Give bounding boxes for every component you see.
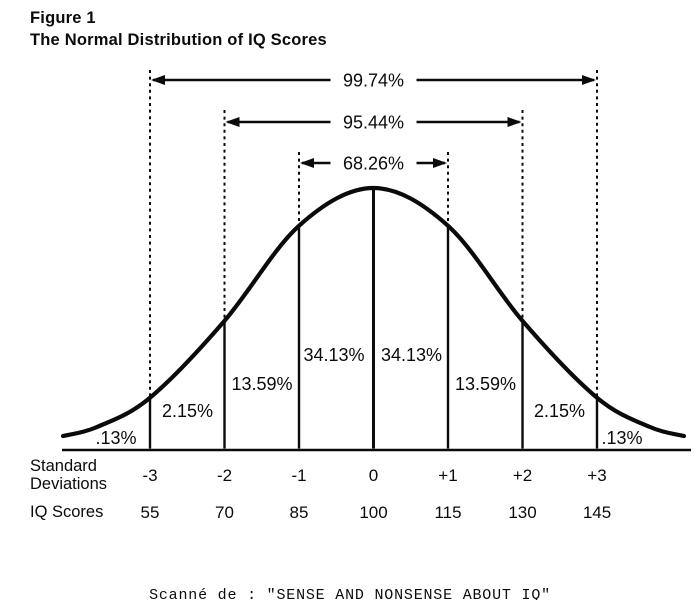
iq-tick-145: 145 [582, 503, 612, 522]
range-arrowhead-left-±2 [225, 117, 240, 127]
figure-title: The Normal Distribution of IQ Scores [30, 31, 327, 49]
iq-tick-100: 100 [359, 503, 388, 522]
band-percentage-label-7: .13% [601, 428, 642, 448]
band-percentage-label-6: 2.15% [534, 401, 585, 421]
band-percentage-label-1: 2.15% [162, 401, 213, 421]
range-arrowhead-right-±1 [433, 158, 447, 168]
sd-axis-label-line1: Standard [30, 457, 97, 475]
iq-tick-130: 130 [508, 503, 537, 522]
sd-tick-0: 0 [368, 466, 379, 485]
scan-caption: Scanné de : "SENSE AND NONSENSE ABOUT IQ… [0, 548, 700, 600]
sd-tick-+1: +1 [438, 466, 458, 485]
iq-tick-85: 85 [289, 503, 309, 522]
figure-label: Figure 1 [30, 9, 96, 27]
sd-tick-+2: +2 [512, 466, 533, 485]
sd-axis-label-line2: Deviations [30, 475, 108, 493]
cumulative-percentage-label-±3: 99.74% [343, 71, 404, 91]
range-arrowhead-right-±2 [507, 117, 522, 127]
range-arrowhead-left-±1 [300, 158, 314, 168]
iq-tick-55: 55 [140, 503, 160, 522]
sd-tick--3: -3 [142, 466, 158, 485]
caption-source-line: Scanné de : "SENSE AND NONSENSE ABOUT IQ… [149, 587, 551, 600]
iq-axis-label: IQ Scores [30, 503, 104, 521]
sd-tick-+3: +3 [587, 466, 607, 485]
band-percentage-label-3: 34.13% [303, 345, 364, 365]
cumulative-percentage-label-±1: 68.26% [343, 154, 404, 174]
iq-tick-70: 70 [215, 503, 234, 522]
range-arrowhead-left-±3 [151, 75, 165, 85]
figure-title-block: Figure 1 The Normal Distribution of IQ S… [30, 7, 327, 51]
sd-tick--2: -2 [216, 466, 233, 485]
cumulative-percentage-label-±2: 95.44% [343, 113, 404, 133]
bell-curve [60, 185, 687, 439]
iq-tick-115: 115 [434, 503, 462, 522]
band-percentage-label-4: 34.13% [381, 345, 442, 365]
band-percentage-label-2: 13.59% [231, 374, 292, 394]
sd-tick--1: -1 [291, 466, 307, 485]
band-percentage-label-5: 13.59% [455, 374, 516, 394]
band-percentage-label-0: .13% [95, 428, 136, 448]
range-arrowhead-right-±3 [582, 75, 596, 85]
